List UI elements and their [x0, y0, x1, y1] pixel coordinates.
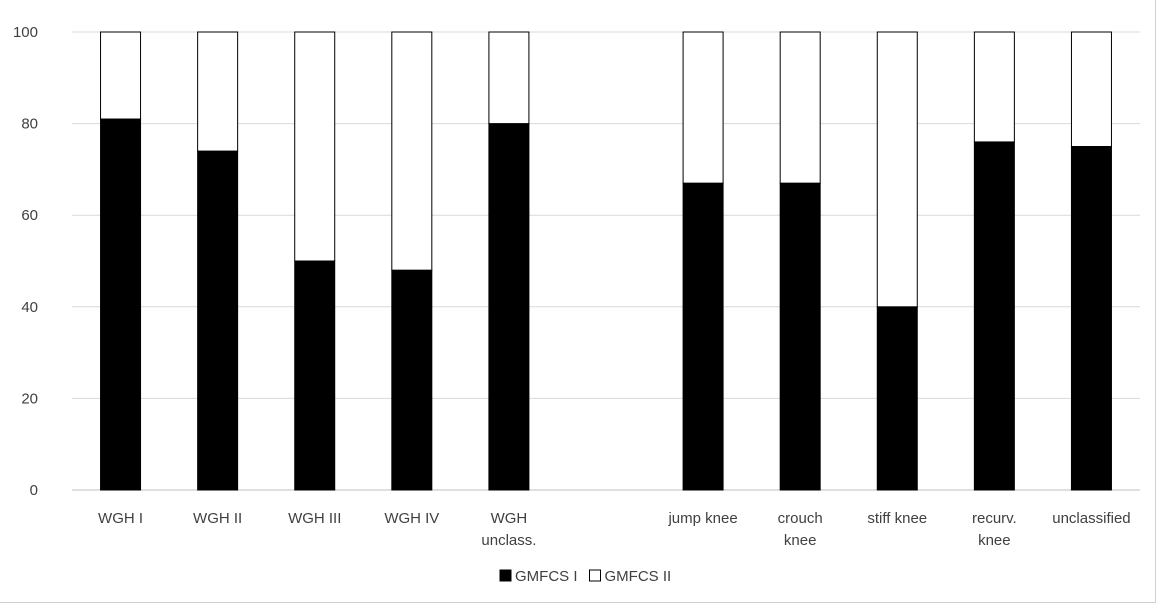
legend-swatch: [499, 569, 512, 582]
bar-segment: [488, 123, 530, 491]
x-tick-label: WGH I: [98, 510, 143, 527]
x-tick-label: stiff knee: [867, 510, 927, 527]
y-tick-label: 80: [21, 116, 38, 133]
bar-segment: [1070, 146, 1112, 491]
x-tick-label: WGH II: [193, 510, 242, 527]
x-tick-label: WGH: [491, 510, 528, 527]
bar-segment: [973, 141, 1015, 491]
bar-segment: [682, 31, 724, 184]
x-tick-label: knee: [978, 532, 1011, 549]
bar-segment: [876, 31, 918, 308]
legend-label: GMFCS II: [605, 568, 672, 585]
y-tick-label: 0: [30, 482, 38, 499]
bar-segment: [779, 182, 821, 491]
bar-segment: [197, 150, 239, 491]
x-tick-label: WGH IV: [384, 510, 439, 527]
x-tick-label: crouch: [778, 510, 823, 527]
x-tick-label: jump knee: [667, 510, 737, 527]
bar-segment: [488, 31, 530, 125]
bar-segment: [391, 269, 433, 491]
y-tick-label: 100: [13, 24, 38, 41]
x-tick-label: knee: [784, 532, 817, 549]
x-tick-label: WGH III: [288, 510, 341, 527]
bar-segment: [391, 31, 433, 271]
bar-segment: [682, 182, 724, 491]
bar-segment: [100, 118, 142, 491]
bar-segment: [294, 260, 336, 491]
x-tick-label: unclassified: [1052, 510, 1130, 527]
bar-segment: [197, 31, 239, 152]
bar-segment: [973, 31, 1015, 143]
x-tick-label: recurv.: [972, 510, 1017, 527]
bar-segment: [1070, 31, 1112, 147]
y-tick-label: 40: [21, 299, 38, 316]
y-tick-label: 60: [21, 207, 38, 224]
bar-segment: [294, 31, 336, 262]
bar-segment: [876, 306, 918, 491]
bar-segment: [100, 31, 142, 120]
x-tick-label: unclass.: [481, 532, 536, 549]
y-tick-label: 20: [21, 390, 38, 407]
legend-swatch: [589, 569, 601, 582]
bar-segment: [779, 31, 821, 184]
legend-label: GMFCS I: [515, 568, 578, 585]
